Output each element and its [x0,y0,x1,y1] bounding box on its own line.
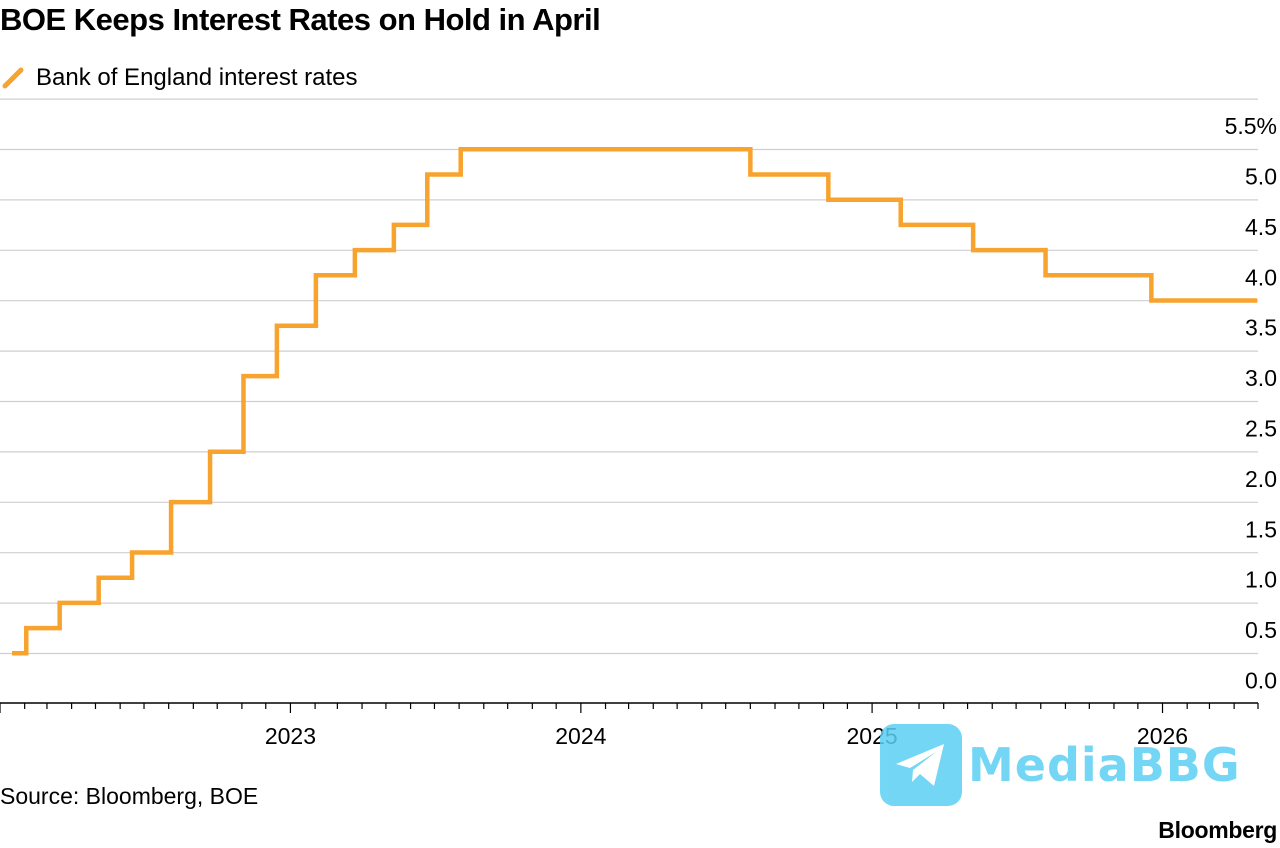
y-tick-label: 3.0 [1245,365,1277,391]
y-tick-label: 4.0 [1245,264,1277,290]
y-tick-label: 0.5 [1245,617,1277,643]
chart-title: BOE Keeps Interest Rates on Hold in Apri… [0,2,601,37]
y-tick-label: 5.5% [1225,113,1277,139]
y-tick-label: 4.5 [1245,214,1277,240]
telegram-icon [880,724,962,806]
x-tick-label: 2023 [265,723,316,749]
legend-line-icon [2,67,24,89]
brand-logo: Bloomberg [1158,817,1277,843]
y-tick-label: 0.0 [1245,668,1277,694]
y-tick-label: 1.5 [1245,516,1277,542]
x-tick-label: 2024 [555,723,606,749]
legend-label: Bank of England interest rates [36,64,358,91]
x-tick-label: 2026 [1137,723,1188,749]
watermark-text: MediaBBG [968,738,1241,792]
y-tick-label: 1.0 [1245,567,1277,593]
source-note: Source: Bloomberg, BOE [0,783,259,809]
series-line [12,147,1258,656]
legend: Bank of England interest rates [2,64,358,92]
y-tick-label: 2.0 [1245,466,1277,492]
y-tick-label: 2.5 [1245,416,1277,442]
y-tick-label: 3.5 [1245,315,1277,341]
y-tick-label: 5.0 [1245,164,1277,190]
watermark: MediaBBG [880,724,1241,806]
